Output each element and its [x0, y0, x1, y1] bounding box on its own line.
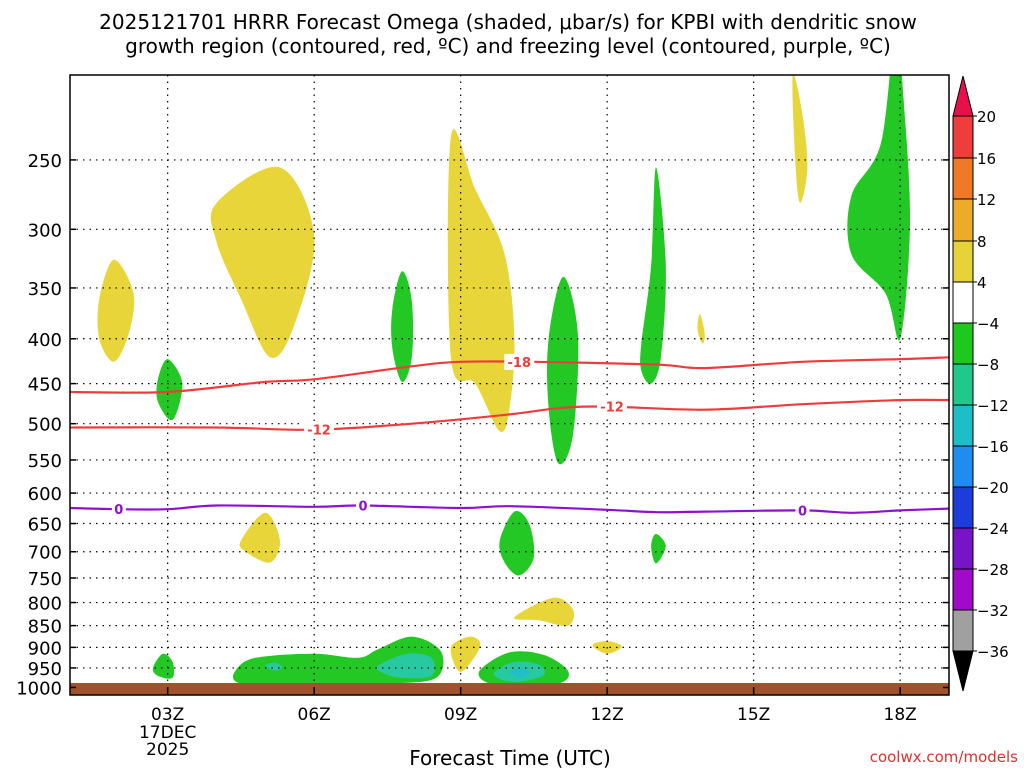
y-axis: 2503003504004505005506006507007508008509… — [16, 151, 949, 699]
y-tick-label: 300 — [28, 220, 62, 241]
x-axis-label: Forecast Time (UTC) — [409, 746, 611, 768]
omega-region-12 — [640, 167, 666, 384]
contour-line-1 — [70, 398, 949, 431]
colorbar-label: 16 — [977, 150, 996, 168]
omega-region-13 — [847, 75, 911, 341]
omega-region-7 — [450, 636, 481, 672]
colorbar-label: −12 — [977, 397, 1009, 415]
colorbar-label: −4 — [977, 315, 999, 333]
contour-line-2 — [70, 504, 949, 514]
y-tick-label: 1000 — [16, 678, 62, 699]
colorbar-label: −8 — [977, 356, 999, 374]
omega-region-15 — [651, 533, 666, 564]
colorbar-swatch — [952, 445, 974, 488]
x-year-label: 2025 — [146, 740, 189, 760]
colorbar-label: −24 — [977, 520, 1009, 538]
x-tick-label: 03Z — [151, 705, 184, 725]
contour-label: -12 — [600, 401, 624, 416]
colorbar-swatch — [952, 240, 974, 283]
omega-region-2 — [447, 129, 515, 433]
omega-region-9 — [156, 359, 183, 421]
colorbar-swatch — [952, 157, 974, 200]
y-tick-label: 700 — [28, 543, 62, 564]
colorbar-swatch — [952, 568, 974, 611]
y-tick-label: 350 — [28, 279, 62, 300]
chart-title-line-1: 2025121701 HRRR Forecast Omega (shaded, … — [99, 10, 917, 34]
colorbar-swatch — [952, 322, 974, 365]
y-tick-label: 400 — [28, 330, 62, 351]
colorbar-swatch — [952, 486, 974, 529]
x-tick-label: 06Z — [298, 705, 331, 725]
colorbar-top-arrow — [952, 75, 974, 117]
colorbar-bottom-arrow — [952, 650, 974, 692]
colorbar-label: −36 — [977, 643, 1009, 661]
omega-region-6 — [514, 597, 575, 626]
contour-label-bg — [504, 353, 535, 370]
y-tick-label: 950 — [28, 659, 62, 680]
omega-region-21 — [265, 662, 283, 671]
y-tick-label: 650 — [28, 515, 62, 536]
y-tick-label: 850 — [28, 617, 62, 638]
colorbar-label: 12 — [977, 191, 996, 209]
omega-shaded-regions — [97, 75, 911, 687]
contour-label: -12 — [307, 423, 331, 438]
contour-label-bg — [111, 501, 126, 518]
y-tick-label: 800 — [28, 594, 62, 615]
colorbar-swatch — [952, 363, 974, 406]
contour-line-0 — [70, 356, 949, 394]
omega-region-5 — [239, 512, 281, 563]
contour-label-bg — [597, 398, 628, 415]
colorbar-label: −16 — [977, 438, 1009, 456]
contour-label: -18 — [508, 356, 532, 371]
contour-label: 0 — [358, 500, 367, 515]
colorbar-label: 20 — [977, 108, 996, 126]
colorbar-swatch — [952, 404, 974, 447]
omega-region-10 — [391, 271, 414, 383]
omega-region-3 — [792, 75, 808, 204]
x-tick-label: 12Z — [591, 705, 624, 725]
contour-label-bg — [795, 502, 810, 519]
colorbar-swatch — [952, 609, 974, 652]
contour-label-bg — [356, 497, 370, 514]
colorbar-label: 4 — [977, 274, 987, 292]
colorbar-swatch — [952, 527, 974, 570]
y-tick-label: 900 — [28, 638, 62, 659]
y-tick-label: 250 — [28, 151, 62, 172]
y-tick-label: 750 — [28, 569, 62, 590]
chart-title-line-2: growth region (contoured, red, ºC) and f… — [125, 34, 891, 58]
omega-region-19 — [376, 653, 435, 679]
contour-label-bg — [304, 421, 335, 438]
x-tick-label: 18Z — [884, 705, 917, 725]
colorbar-label: −28 — [977, 561, 1009, 579]
colorbar-swatch — [952, 281, 974, 324]
x-tick-label: 09Z — [444, 705, 477, 725]
y-tick-label: 450 — [28, 375, 62, 396]
omega-region-4 — [697, 314, 705, 344]
contour-label: 0 — [114, 503, 123, 518]
colorbar-label: −32 — [977, 602, 1009, 620]
colorbar-swatch — [952, 115, 974, 159]
colorbar-swatch — [952, 198, 974, 242]
temperature-contours: -18 -12 0 0 0 -12 — [70, 353, 949, 519]
omega-region-1 — [210, 166, 315, 358]
x-date-label: 17DEC — [139, 723, 196, 743]
y-tick-label: 550 — [28, 451, 62, 472]
credit-text: coolwx.com/models — [870, 748, 1018, 766]
plot-frame — [69, 74, 950, 696]
colorbar: 20 16 12 8 4 −4 −8 −12 −16 −20 −24 −28 −32 −36 — [952, 75, 1009, 692]
omega-region-14 — [499, 510, 535, 576]
colorbar-label: −20 — [977, 479, 1009, 497]
omega-region-0 — [97, 259, 135, 362]
y-tick-label: 600 — [28, 484, 62, 505]
omega-region-11 — [547, 276, 579, 465]
omega-region-22 — [509, 667, 530, 678]
ground-bar — [70, 683, 949, 695]
y-tick-label: 500 — [28, 415, 62, 436]
x-tick-label: 15Z — [737, 705, 770, 725]
colorbar-label: 8 — [977, 233, 987, 251]
omega-region-16 — [152, 653, 175, 679]
contour-label: 0 — [798, 504, 807, 519]
